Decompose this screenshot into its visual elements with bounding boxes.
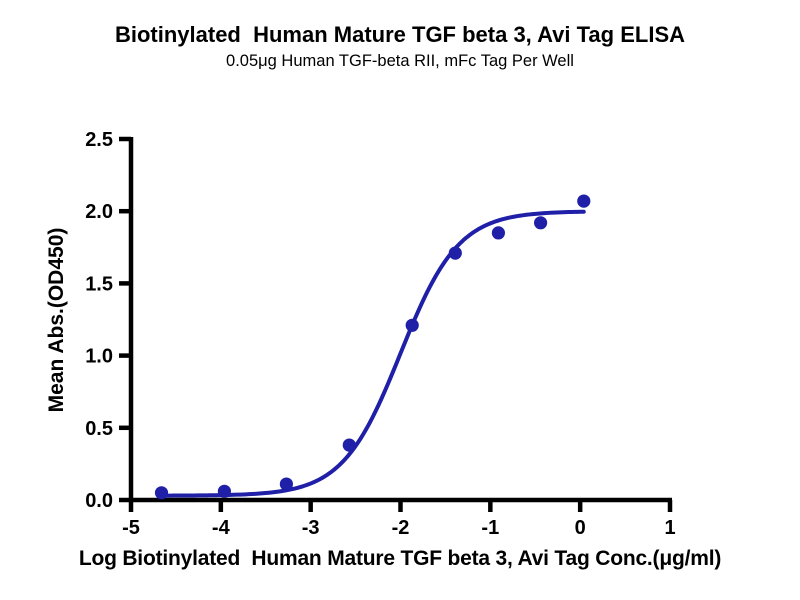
data-point: [534, 216, 548, 230]
x-tick-label: -4: [212, 517, 231, 539]
x-tick-label: 1: [664, 517, 675, 539]
data-point: [279, 477, 293, 491]
x-tick-label: -1: [481, 517, 499, 539]
fit-curve: [159, 209, 586, 498]
axis-spine: [128, 137, 672, 503]
y-tick-label: 1.5: [85, 273, 113, 295]
data-point: [342, 438, 356, 452]
chart-subtitle: 0.05μg Human TGF-beta RII, mFc Tag Per W…: [226, 52, 574, 70]
x-tick-label: -5: [122, 517, 140, 539]
y-tick-label: 2.5: [85, 129, 113, 151]
x-tick-label: -2: [392, 517, 410, 539]
data-point: [405, 318, 419, 332]
data-point: [154, 486, 169, 500]
data-point: [491, 226, 505, 240]
x-tick-label: -3: [302, 517, 320, 539]
y-tick-label: 1.0: [85, 346, 113, 368]
x-axis-label: Log Biotinylated Human Mature TGF beta 3…: [78, 547, 722, 570]
chart-title: Biotinylated Human Mature TGF beta 3, Av…: [114, 22, 686, 47]
y-tick-label: 0.5: [85, 418, 113, 440]
data-point: [448, 246, 462, 260]
data-point: [217, 484, 231, 498]
x-tick-label: 0: [575, 517, 586, 539]
y-tick-label: 2.0: [85, 201, 113, 223]
y-tick-label: 0.0: [85, 490, 113, 512]
data-point: [577, 194, 591, 208]
